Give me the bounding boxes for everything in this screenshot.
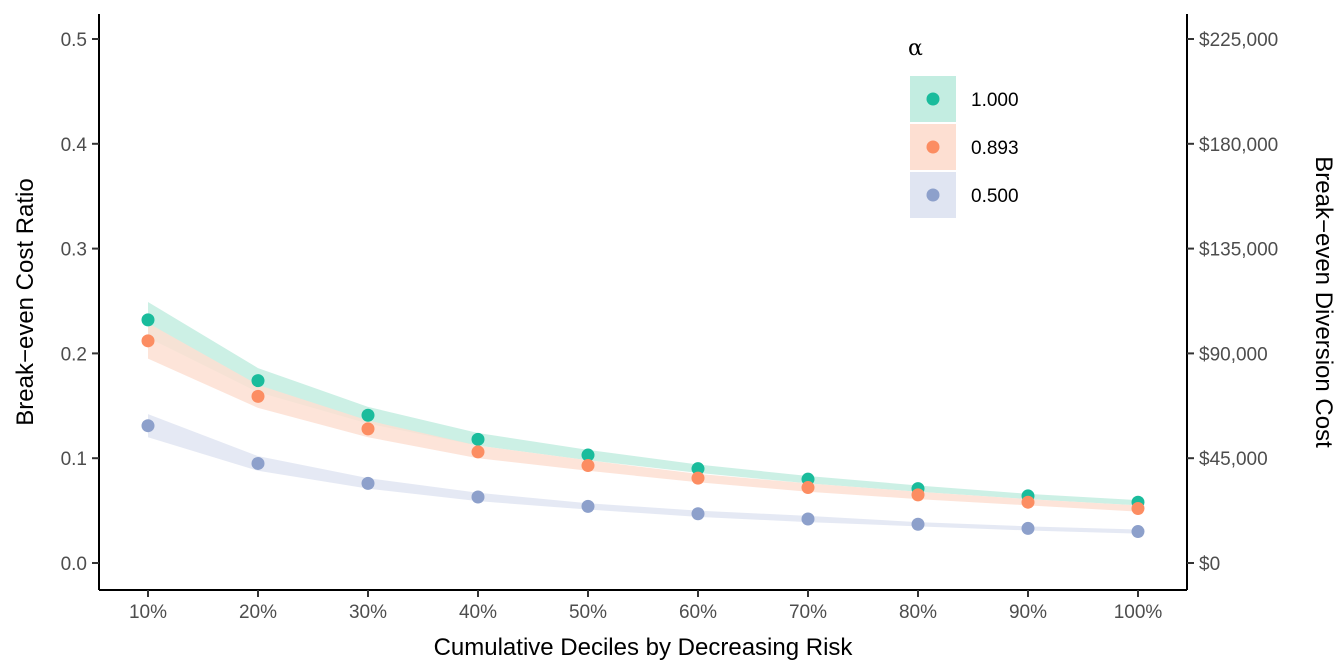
x-tick-label: 10% xyxy=(129,602,167,623)
legend-dot-1 xyxy=(926,140,940,154)
legend-dot-0 xyxy=(926,92,940,106)
y-axis-title: Break−even Cost Ratio xyxy=(12,178,39,425)
point-series-1-4 xyxy=(581,459,595,473)
x-tick-label: 20% xyxy=(239,602,277,623)
y-tick-label: 0.4 xyxy=(61,135,88,156)
point-series-2-2 xyxy=(361,476,375,490)
legend-label-0: 1.000 xyxy=(971,90,1019,111)
y-tick-label: 0.3 xyxy=(61,240,87,261)
point-series-0-4 xyxy=(581,448,595,462)
point-series-1-7 xyxy=(911,488,925,502)
legend: α 1.000 0.893 0.500 xyxy=(908,36,1019,218)
point-series-1-6 xyxy=(801,481,815,495)
x-tick-label: 50% xyxy=(569,602,607,623)
x-tick-label: 60% xyxy=(679,602,717,623)
point-series-1-9 xyxy=(1131,502,1145,516)
point-series-0-2 xyxy=(361,408,375,422)
legend-title: α xyxy=(908,36,923,61)
point-series-1-0 xyxy=(141,334,155,348)
point-series-1-8 xyxy=(1021,495,1035,509)
y2-axis-title: Break−even Diversion Cost xyxy=(1310,156,1337,448)
x-tick-label: 100% xyxy=(1114,602,1163,623)
x-tick-label: 70% xyxy=(789,602,827,623)
y-tick-label: 0.2 xyxy=(61,344,87,365)
data-points xyxy=(141,313,1145,539)
y-tick-label: 0.1 xyxy=(61,449,87,470)
y2-tick-label: $45,000 xyxy=(1199,449,1268,470)
point-series-2-6 xyxy=(801,512,815,526)
legend-label-2: 0.500 xyxy=(971,186,1019,207)
point-series-2-8 xyxy=(1021,521,1035,535)
axes: 0.0 0.1 0.2 0.3 0.4 0.5 $0 $45,000 $90,000 $135,0… xyxy=(61,14,1278,623)
point-series-1-3 xyxy=(471,445,485,459)
x-tick-label: 30% xyxy=(349,602,387,623)
band-series-0 xyxy=(148,302,1138,506)
x-axis-title: Cumulative Deciles by Decreasing Risk xyxy=(434,634,854,661)
band-series-1 xyxy=(148,323,1138,512)
point-series-2-5 xyxy=(691,507,705,521)
point-series-0-5 xyxy=(691,462,705,476)
legend-dot-2 xyxy=(926,188,940,202)
y-tick-label: 0.5 xyxy=(61,30,87,51)
point-series-0-0 xyxy=(141,313,155,327)
x-tick-label: 80% xyxy=(899,602,937,623)
point-series-2-4 xyxy=(581,499,595,513)
y2-tick-label: $135,000 xyxy=(1199,240,1278,261)
point-series-2-0 xyxy=(141,419,155,433)
band-series-2 xyxy=(148,414,1138,534)
point-series-1-5 xyxy=(691,471,705,485)
point-series-1-1 xyxy=(251,389,265,403)
y2-tick-label: $0 xyxy=(1199,554,1220,575)
point-series-0-1 xyxy=(251,374,265,388)
point-series-2-3 xyxy=(471,490,485,504)
point-series-1-2 xyxy=(361,422,375,436)
y2-tick-label: $225,000 xyxy=(1199,30,1278,51)
point-series-2-7 xyxy=(911,517,925,531)
x-tick-label: 40% xyxy=(459,602,497,623)
legend-label-1: 0.893 xyxy=(971,138,1019,159)
point-series-0-3 xyxy=(471,432,485,446)
confidence-bands xyxy=(148,302,1138,534)
point-series-2-1 xyxy=(251,456,265,470)
y2-tick-label: $180,000 xyxy=(1199,135,1278,156)
point-series-2-9 xyxy=(1131,525,1145,539)
y2-tick-label: $90,000 xyxy=(1199,344,1268,365)
x-tick-label: 90% xyxy=(1009,602,1047,623)
y-tick-label: 0.0 xyxy=(61,554,87,575)
